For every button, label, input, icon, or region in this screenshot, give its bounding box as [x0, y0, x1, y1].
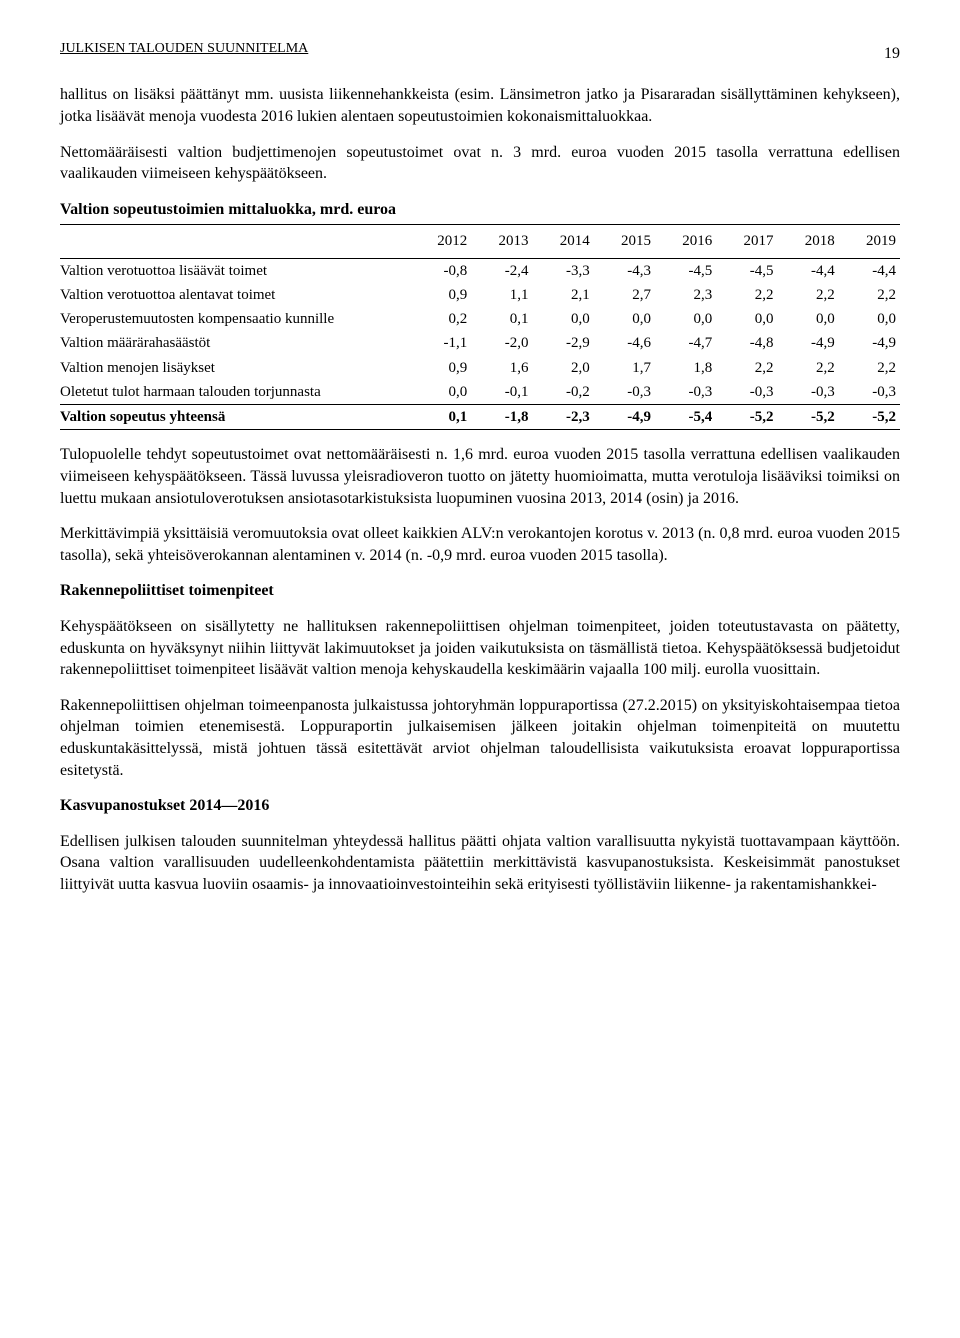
table-cell-value: 0,1: [471, 307, 532, 331]
table-cell-value: -4,7: [655, 331, 716, 355]
table-cell-value: -0,3: [655, 380, 716, 405]
table-cell-value: 0,1: [410, 405, 471, 430]
table-row: Valtion verotuottoa lisäävät toimet-0,8-…: [60, 258, 900, 283]
table-cell-value: 0,9: [410, 283, 471, 307]
table-row: Veroperustemuutosten kompensaatio kunnil…: [60, 307, 900, 331]
table-row: Oletetut tulot harmaan talouden torjunna…: [60, 380, 900, 405]
table-cell-value: 2,2: [716, 283, 777, 307]
table-cell-value: -3,3: [533, 258, 594, 283]
table-header-row: 2012 2013 2014 2015 2016 2017 2018 2019: [60, 225, 900, 258]
table-header-cell: 2013: [471, 225, 532, 258]
table-cell-value: -0,3: [839, 380, 900, 405]
table-row: Valtion menojen lisäykset0,91,62,01,71,8…: [60, 356, 900, 380]
table-cell-value: -0,1: [471, 380, 532, 405]
data-table: 2012 2013 2014 2015 2016 2017 2018 2019 …: [60, 224, 900, 430]
table-cell-value: 2,0: [533, 356, 594, 380]
table-cell-value: -5,2: [839, 405, 900, 430]
table-header-cell: 2015: [594, 225, 655, 258]
table-cell-value: 2,3: [655, 283, 716, 307]
table-cell-label: Valtion määrärahasäästöt: [60, 331, 410, 355]
table-cell-value: -0,3: [716, 380, 777, 405]
paragraph: hallitus on lisäksi päättänyt mm. uusist…: [60, 84, 900, 127]
table-cell-value: -4,9: [839, 331, 900, 355]
table-header-cell: 2017: [716, 225, 777, 258]
table-cell-value: -5,2: [716, 405, 777, 430]
table-cell-value: -5,2: [778, 405, 839, 430]
table-cell-value: 0,0: [594, 307, 655, 331]
table-cell-value: -0,2: [533, 380, 594, 405]
table-cell-value: 1,1: [471, 283, 532, 307]
table-cell-label: Valtion menojen lisäykset: [60, 356, 410, 380]
table-cell-value: 0,9: [410, 356, 471, 380]
table-cell-label: Valtion sopeutus yhteensä: [60, 405, 410, 430]
table-cell-value: 2,1: [533, 283, 594, 307]
table-cell-value: -4,8: [716, 331, 777, 355]
table-cell-label: Valtion verotuottoa lisäävät toimet: [60, 258, 410, 283]
table-cell-value: 2,7: [594, 283, 655, 307]
table-cell-value: -4,6: [594, 331, 655, 355]
paragraph: Edellisen julkisen talouden suunnitelman…: [60, 831, 900, 896]
table-cell-value: -2,4: [471, 258, 532, 283]
table-cell-value: 1,7: [594, 356, 655, 380]
table-cell-value: -0,8: [410, 258, 471, 283]
table-cell-value: 2,2: [839, 356, 900, 380]
paragraph: Tulopuolelle tehdyt sopeutustoimet ovat …: [60, 444, 900, 509]
table-cell-value: -0,3: [778, 380, 839, 405]
table-header-cell: 2019: [839, 225, 900, 258]
table-header-cell: 2018: [778, 225, 839, 258]
paragraph: Kehyspäätökseen on sisällytetty ne halli…: [60, 616, 900, 681]
table-header-cell: 2014: [533, 225, 594, 258]
table-cell-value: -5,4: [655, 405, 716, 430]
table-cell-value: 2,2: [716, 356, 777, 380]
table-cell-value: -2,0: [471, 331, 532, 355]
section-heading: Kasvupanostukset 2014—2016: [60, 795, 900, 817]
table-title: Valtion sopeutustoimien mittaluokka, mrd…: [60, 199, 900, 221]
table-cell-value: -2,3: [533, 405, 594, 430]
table-cell-value: 2,2: [839, 283, 900, 307]
table-cell-value: -4,9: [778, 331, 839, 355]
section-heading: Rakennepoliittiset toimenpiteet: [60, 580, 900, 602]
table-header-cell: 2012: [410, 225, 471, 258]
table-cell-value: -1,1: [410, 331, 471, 355]
table-header-cell: 2016: [655, 225, 716, 258]
table-cell-value: -1,8: [471, 405, 532, 430]
table-cell-value: -4,5: [716, 258, 777, 283]
paragraph: Rakennepoliittisen ohjelman toimeenpanos…: [60, 695, 900, 781]
paragraph: Merkittävimpiä yksittäisiä veromuutoksia…: [60, 523, 900, 566]
table-cell-value: -4,3: [594, 258, 655, 283]
table-cell-value: 0,0: [410, 380, 471, 405]
table-cell-label: Oletetut tulot harmaan talouden torjunna…: [60, 380, 410, 405]
paragraph: Nettomääräisesti valtion budjettimenojen…: [60, 142, 900, 185]
table-cell-value: -4,5: [655, 258, 716, 283]
table-cell-value: 0,2: [410, 307, 471, 331]
table-cell-value: -4,4: [839, 258, 900, 283]
table-cell-value: 0,0: [839, 307, 900, 331]
table-cell-value: 0,0: [778, 307, 839, 331]
table-cell-label: Veroperustemuutosten kompensaatio kunnil…: [60, 307, 410, 331]
table-cell-value: 2,2: [778, 356, 839, 380]
table-cell-value: -2,9: [533, 331, 594, 355]
table-cell-value: 2,2: [778, 283, 839, 307]
table-cell-value: 0,0: [655, 307, 716, 331]
table-cell-value: 1,8: [655, 356, 716, 380]
table-row: Valtion määrärahasäästöt-1,1-2,0-2,9-4,6…: [60, 331, 900, 355]
table-cell-value: 0,0: [533, 307, 594, 331]
table-cell-value: 0,0: [716, 307, 777, 331]
table-cell-value: -4,4: [778, 258, 839, 283]
table-cell-label: Valtion verotuottoa alentavat toimet: [60, 283, 410, 307]
table-header-cell: [60, 225, 410, 258]
table-cell-value: -0,3: [594, 380, 655, 405]
table-cell-value: -4,9: [594, 405, 655, 430]
table-row: Valtion sopeutus yhteensä0,1-1,8-2,3-4,9…: [60, 405, 900, 430]
table-row: Valtion verotuottoa alentavat toimet0,91…: [60, 283, 900, 307]
table-cell-value: 1,6: [471, 356, 532, 380]
